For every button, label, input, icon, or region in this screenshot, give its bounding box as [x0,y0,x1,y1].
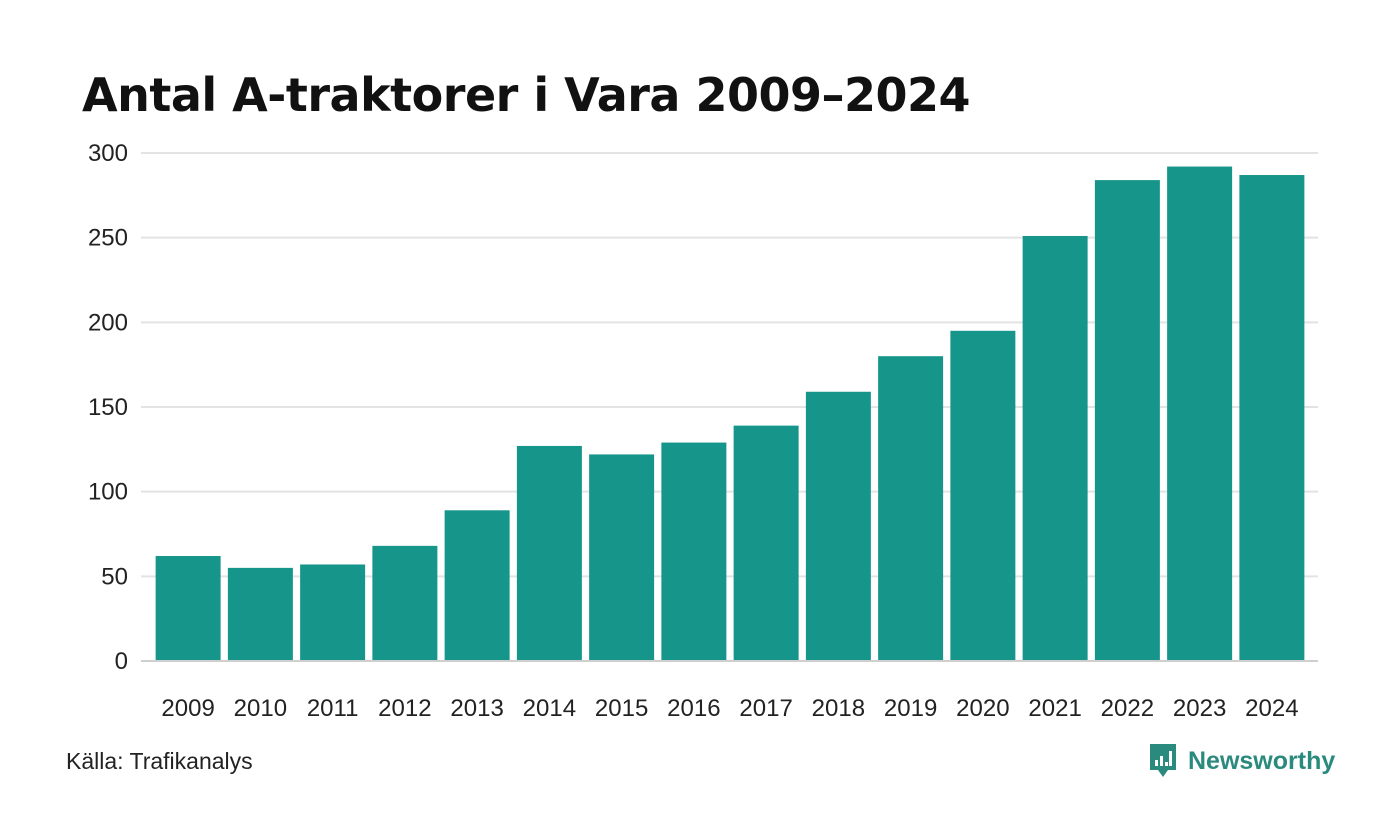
x-tick-label: 2012 [378,695,431,722]
y-tick-label: 150 [88,394,128,421]
x-tick-label: 2023 [1173,695,1226,722]
x-tick-label: 2015 [595,695,648,722]
x-tick-label: 2024 [1245,695,1298,722]
x-tick-label: 2013 [450,695,503,722]
bar [300,564,366,661]
bar [1094,180,1160,662]
x-tick-label: 2021 [1028,695,1081,722]
x-tick-label: 2019 [884,695,937,722]
x-tick-label: 2018 [812,695,865,722]
bar [805,391,871,661]
x-tick-label: 2014 [523,695,576,722]
bar [589,454,655,661]
bar [372,545,438,661]
x-tick-label: 2020 [956,695,1009,722]
bar [444,510,510,661]
bar [155,556,221,661]
bar [227,567,293,661]
x-tick-label: 2009 [161,695,214,722]
newsworthy-logo-icon [1150,744,1176,777]
bar [878,356,944,661]
y-tick-label: 100 [88,479,128,506]
source-note: Källa: Trafikanalys [66,748,253,774]
x-tick-label: 2016 [667,695,720,722]
y-tick-label: 250 [88,225,128,252]
bar [1239,175,1305,661]
y-tick-label: 200 [88,309,128,336]
y-tick-label: 0 [115,648,128,675]
brand-name: Newsworthy [1188,746,1336,775]
bar [1022,235,1088,661]
bar [950,330,1016,661]
bar [516,445,582,661]
brand-logo: Newsworthy [1148,742,1335,780]
x-tick-label: 2017 [739,695,792,722]
y-tick-label: 300 [88,140,128,167]
bar [1167,166,1233,661]
x-tick-label: 2022 [1101,695,1154,722]
chart-title: Antal A-traktorer i Vara 2009–2024 [82,68,971,122]
bar [661,442,727,661]
y-tick-label: 50 [101,563,128,590]
x-tick-label: 2011 [307,695,359,722]
x-tick-label: 2010 [234,695,287,722]
bar [733,425,799,661]
